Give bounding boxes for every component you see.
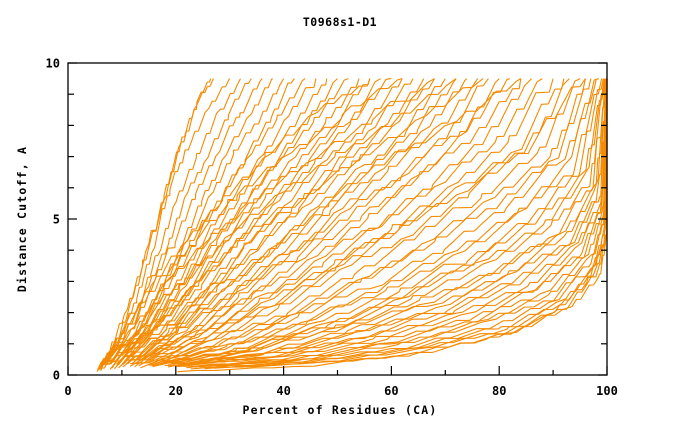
y-axis-ticks xyxy=(68,62,607,376)
data-curve xyxy=(112,78,484,363)
data-curve xyxy=(164,78,608,367)
data-curve xyxy=(124,78,435,361)
data-curve xyxy=(107,78,457,360)
data-curve xyxy=(127,78,468,365)
y-axis-label: Distance Cutoff, A xyxy=(15,146,29,292)
data-curve xyxy=(99,78,403,366)
y-tick-label: 0 xyxy=(53,369,60,383)
data-curve xyxy=(148,78,592,366)
data-curve xyxy=(100,78,274,366)
y-axis-tick-labels: 0 5 10 xyxy=(46,57,60,383)
data-curve xyxy=(129,78,586,367)
data-curve xyxy=(100,78,371,372)
data-curve xyxy=(113,78,403,370)
data-curve xyxy=(152,78,606,368)
data-curve xyxy=(151,78,597,366)
data-curve xyxy=(112,78,392,362)
x-tick-label: 0 xyxy=(64,384,71,398)
data-curve xyxy=(115,78,522,365)
data-curve xyxy=(177,78,608,373)
data-curve xyxy=(134,78,543,364)
data-curve xyxy=(170,78,608,364)
data-curve xyxy=(104,78,306,365)
data-curve xyxy=(121,78,414,366)
data-curve xyxy=(137,78,581,364)
data-curve xyxy=(111,78,328,369)
x-axis-ticks xyxy=(67,366,608,375)
data-curve xyxy=(125,78,457,365)
data-curve xyxy=(129,78,479,361)
data-curve xyxy=(136,78,554,364)
x-tick-label: 20 xyxy=(169,384,183,398)
data-curve xyxy=(118,78,446,369)
data-curve xyxy=(199,78,608,368)
data-curve xyxy=(106,78,285,362)
data-curve xyxy=(153,78,600,365)
data-curve xyxy=(163,78,606,364)
data-curve xyxy=(149,78,603,367)
data-curve xyxy=(98,78,435,368)
data-curves-layer xyxy=(96,78,608,373)
x-axis-label: Percent of Residues (CA) xyxy=(243,403,438,417)
data-curve xyxy=(164,78,608,364)
data-curve xyxy=(136,78,532,361)
x-tick-label: 60 xyxy=(384,384,398,398)
data-curve xyxy=(190,78,608,368)
data-curve xyxy=(96,78,212,372)
data-curve xyxy=(131,78,511,364)
data-curve xyxy=(190,78,608,370)
y-tick-label: 10 xyxy=(46,57,60,71)
data-curve xyxy=(117,78,381,366)
chart-title: T0968s1-D1 xyxy=(303,15,377,29)
data-curve xyxy=(152,78,604,367)
data-curve xyxy=(108,78,349,363)
x-axis-tick-labels: 0 20 40 60 80 100 xyxy=(64,384,617,398)
x-tick-label: 40 xyxy=(276,384,290,398)
data-curve xyxy=(138,78,565,367)
x-tick-label: 80 xyxy=(492,384,506,398)
data-curve xyxy=(122,78,489,368)
data-curve xyxy=(130,78,500,365)
y-tick-label: 5 xyxy=(53,213,60,227)
data-curve xyxy=(167,78,608,368)
data-curve xyxy=(97,78,215,370)
data-curve xyxy=(134,78,522,368)
data-curve xyxy=(180,78,608,365)
data-curve xyxy=(177,78,608,368)
data-curve xyxy=(112,78,338,367)
x-tick-label: 100 xyxy=(596,384,618,398)
